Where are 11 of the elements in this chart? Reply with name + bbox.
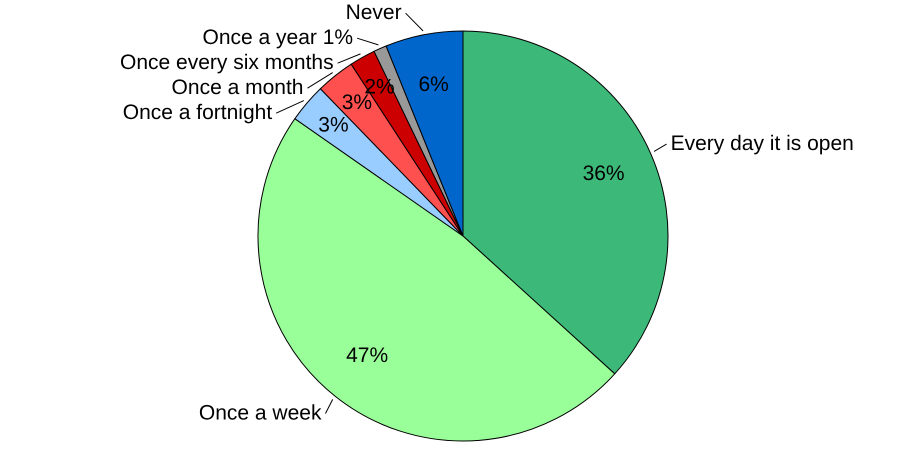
data-label: 36% xyxy=(582,162,625,185)
slice-label: Every day it is open xyxy=(670,132,854,156)
data-label: 6% xyxy=(418,73,449,96)
slice-label: Never xyxy=(346,1,402,24)
slice-label: Once a year 1% xyxy=(202,26,354,50)
data-label: 47% xyxy=(346,344,388,368)
data-label: 3% xyxy=(318,114,349,137)
slice-label: Once a week xyxy=(198,401,322,424)
slice-label: Once a month xyxy=(172,76,304,100)
slice-label: Once a fortnight xyxy=(122,101,272,124)
slice-label: Once every six months xyxy=(120,51,334,74)
